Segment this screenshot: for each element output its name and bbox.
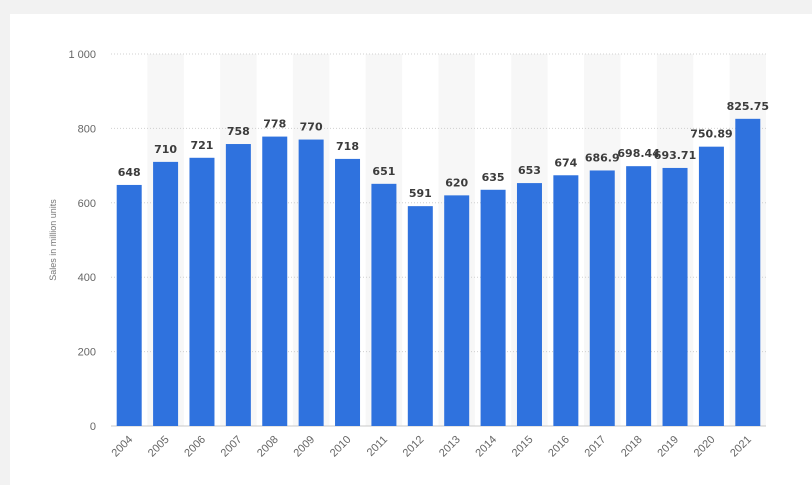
bar	[153, 161, 179, 426]
data-label: 758	[227, 125, 250, 138]
data-label: 770	[300, 121, 323, 134]
x-tick-label: 2020	[692, 434, 718, 460]
bar	[335, 158, 361, 427]
value-labels: 648 710 721 758 778 770 718 651 591 620 635 653 674 6…	[118, 100, 769, 200]
bar	[626, 166, 652, 427]
data-label: 635	[482, 171, 505, 184]
data-label: 778	[263, 118, 286, 131]
bar	[480, 189, 506, 426]
data-label: 674	[554, 156, 577, 169]
gridlines	[111, 53, 766, 427]
bar	[516, 183, 542, 426]
x-tick-label: 2005	[146, 434, 172, 460]
bar	[262, 136, 288, 427]
x-tick-label: 2021	[728, 434, 754, 460]
y-tick-label: 200	[78, 347, 96, 359]
x-axis-ticks: 2004 2005 2006 2007 2008 2009 2010 2011 2012 2013…	[110, 434, 754, 460]
data-label: 686.9	[585, 151, 620, 164]
bar	[298, 139, 324, 426]
x-tick-label: 2016	[546, 434, 572, 460]
x-tick-label: 2004	[110, 434, 136, 460]
x-tick-label: 2010	[328, 434, 354, 460]
x-tick-label: 2015	[510, 434, 536, 460]
x-tick-label: 2011	[365, 434, 390, 459]
x-tick-label: 2018	[619, 434, 645, 460]
x-tick-label: 2014	[473, 434, 499, 460]
data-label: 710	[154, 143, 177, 156]
y-tick-label: 600	[78, 198, 96, 210]
data-label: 620	[445, 176, 468, 189]
bar	[662, 167, 688, 426]
data-label: 750.89	[690, 128, 732, 141]
data-label: 718	[336, 140, 359, 153]
bar	[225, 144, 251, 427]
bar	[698, 146, 724, 426]
x-tick-label: 2006	[182, 434, 208, 460]
data-label: 721	[190, 139, 213, 152]
data-label: 651	[372, 165, 395, 178]
bar	[189, 157, 215, 426]
x-tick-label: 2007	[219, 434, 245, 460]
y-tick-label: 0	[90, 421, 96, 433]
x-tick-label: 2009	[291, 434, 317, 460]
bars	[116, 118, 761, 427]
data-label: 698.44	[617, 147, 660, 160]
bar	[553, 175, 579, 426]
bar	[116, 184, 142, 426]
bar	[371, 183, 397, 426]
bar	[589, 170, 615, 426]
data-label: 693.71	[654, 149, 696, 162]
data-label: 648	[118, 166, 141, 179]
bar	[407, 206, 433, 426]
x-tick-label: 2017	[583, 434, 609, 460]
y-tick-label: 1 000	[68, 49, 96, 61]
x-tick-label: 2019	[655, 434, 681, 460]
y-axis-title: Sales in million units	[48, 199, 58, 281]
data-label: 825.75	[727, 100, 769, 113]
x-tick-label: 2012	[401, 434, 427, 460]
y-axis-ticks: 0 200 400 600 800 1 000	[68, 49, 96, 433]
data-label: 653	[518, 164, 541, 177]
y-tick-label: 800	[78, 123, 96, 135]
data-label: 591	[409, 187, 432, 200]
x-tick-label: 2008	[255, 434, 281, 460]
bar	[735, 118, 761, 427]
x-tick-label: 2013	[437, 434, 463, 460]
y-tick-label: 400	[78, 272, 96, 284]
bar	[444, 195, 470, 426]
